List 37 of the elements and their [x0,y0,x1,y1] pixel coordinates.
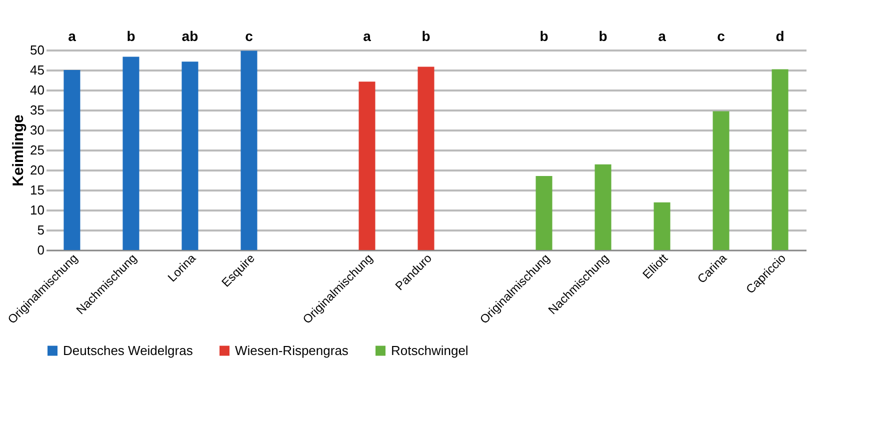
legend-label: Deutsches Weidelgras [63,342,194,358]
text: b [540,28,548,44]
y-tick-label: 30 [30,122,44,138]
bar [240,50,258,250]
text: b [422,28,430,44]
y-tick-label: 25 [30,142,44,158]
bar [654,202,670,250]
y-tick-label: 15 [30,182,44,198]
legend-label: Rotschwingel [391,342,468,358]
bar [594,164,612,250]
y-tick-label: 50 [30,42,44,58]
y-axis-title: Keimlinge [10,114,28,186]
text: a [363,28,372,44]
bar [122,56,140,250]
y-tick-label: 5 [37,222,44,238]
text: a [658,28,666,44]
bar [182,62,198,250]
text: b [598,28,608,44]
y-tick-label: 10 [30,202,44,218]
bar [772,69,788,250]
bar [712,111,730,250]
y-tick-label: 20 [30,162,44,178]
text: ab [182,28,198,44]
text: c [245,28,254,44]
bar [418,66,434,250]
legend-label: Wiesen-Rispengras [235,342,349,358]
y-tick-label: 45 [30,62,44,78]
bar [536,176,552,250]
text: a [68,28,76,44]
y-tick-label: 0 [37,242,44,258]
y-tick-label: 35 [30,102,44,118]
bar [358,82,376,250]
y-tick-label: 40 [30,82,44,98]
text: c [717,28,726,44]
text: d [776,28,784,44]
bar [64,70,80,250]
text: b [126,28,136,44]
